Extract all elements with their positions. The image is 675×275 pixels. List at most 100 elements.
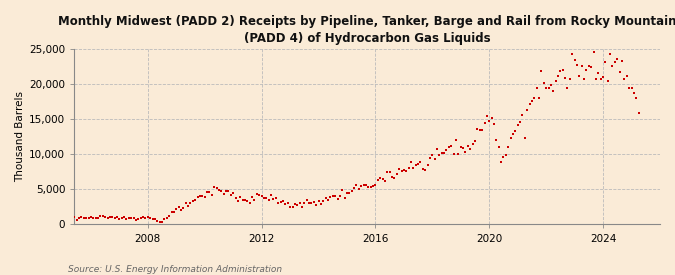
Point (232, 199, 243, 204)
Point (529, 96, 540, 100)
Point (213, 188, 224, 192)
Point (555, 69, 566, 73)
Point (489, 122, 500, 126)
Point (277, 199, 288, 203)
Point (581, 68, 592, 73)
Point (247, 195, 258, 199)
Point (593, 71, 603, 75)
Point (218, 191, 229, 196)
Point (436, 151, 447, 155)
Point (392, 172, 402, 176)
Point (102, 215, 113, 220)
Point (588, 50, 599, 54)
Point (628, 91, 639, 95)
Point (387, 175, 398, 180)
Point (306, 201, 317, 205)
Point (337, 188, 348, 192)
Point (152, 219, 163, 223)
Point (280, 202, 291, 207)
Point (83, 216, 94, 220)
Point (560, 75, 570, 80)
Point (90, 216, 101, 220)
Point (61, 215, 72, 220)
Point (460, 150, 471, 154)
Point (576, 64, 587, 69)
Point (287, 205, 298, 209)
Point (327, 193, 338, 198)
Point (192, 195, 203, 199)
Point (415, 160, 426, 165)
Point (320, 195, 331, 200)
Point (562, 86, 573, 91)
Y-axis label: Thousand Barrels: Thousand Barrels (15, 91, 25, 182)
Point (244, 200, 255, 205)
Point (135, 216, 146, 220)
Point (180, 201, 191, 206)
Point (439, 151, 450, 155)
Point (624, 86, 634, 90)
Point (209, 185, 219, 189)
Point (481, 114, 492, 118)
Point (211, 186, 222, 191)
Point (524, 101, 535, 106)
Point (334, 194, 345, 198)
Point (612, 57, 622, 62)
Point (536, 68, 547, 73)
Point (630, 96, 641, 100)
Point (408, 166, 418, 170)
Point (365, 185, 376, 189)
Point (591, 77, 601, 81)
Point (607, 64, 618, 68)
Point (572, 63, 583, 67)
Point (183, 204, 194, 208)
Point (370, 182, 381, 187)
Point (553, 74, 564, 78)
Point (223, 189, 234, 194)
Point (176, 207, 186, 212)
Point (88, 216, 99, 221)
Point (617, 59, 628, 64)
Point (308, 200, 319, 205)
Point (375, 176, 385, 180)
Point (619, 77, 630, 81)
Point (332, 196, 343, 201)
Point (626, 86, 637, 90)
Point (275, 200, 286, 204)
Text: Source: U.S. Energy Information Administration: Source: U.S. Energy Information Administ… (68, 265, 281, 274)
Point (379, 178, 390, 183)
Point (147, 217, 158, 222)
Point (67, 216, 78, 220)
Point (429, 157, 440, 161)
Point (418, 166, 429, 171)
Point (543, 86, 554, 90)
Point (121, 217, 132, 221)
Point (519, 135, 530, 140)
Point (373, 178, 383, 183)
Point (290, 202, 300, 207)
Point (207, 192, 217, 197)
Point (166, 210, 177, 215)
Point (517, 113, 528, 117)
Point (406, 160, 416, 164)
Point (633, 111, 644, 116)
Point (259, 196, 269, 200)
Point (199, 194, 210, 199)
Point (216, 189, 227, 193)
Point (268, 197, 279, 201)
Point (142, 215, 153, 220)
Point (59, 215, 70, 219)
Point (434, 153, 445, 157)
Point (567, 52, 578, 56)
Point (465, 147, 476, 151)
Point (294, 201, 305, 206)
Point (569, 58, 580, 62)
Point (456, 145, 466, 149)
Point (221, 189, 232, 193)
Point (228, 190, 239, 195)
Point (382, 170, 393, 174)
Point (448, 152, 459, 156)
Point (384, 170, 395, 174)
Point (564, 77, 575, 82)
Point (486, 115, 497, 120)
Point (368, 184, 379, 189)
